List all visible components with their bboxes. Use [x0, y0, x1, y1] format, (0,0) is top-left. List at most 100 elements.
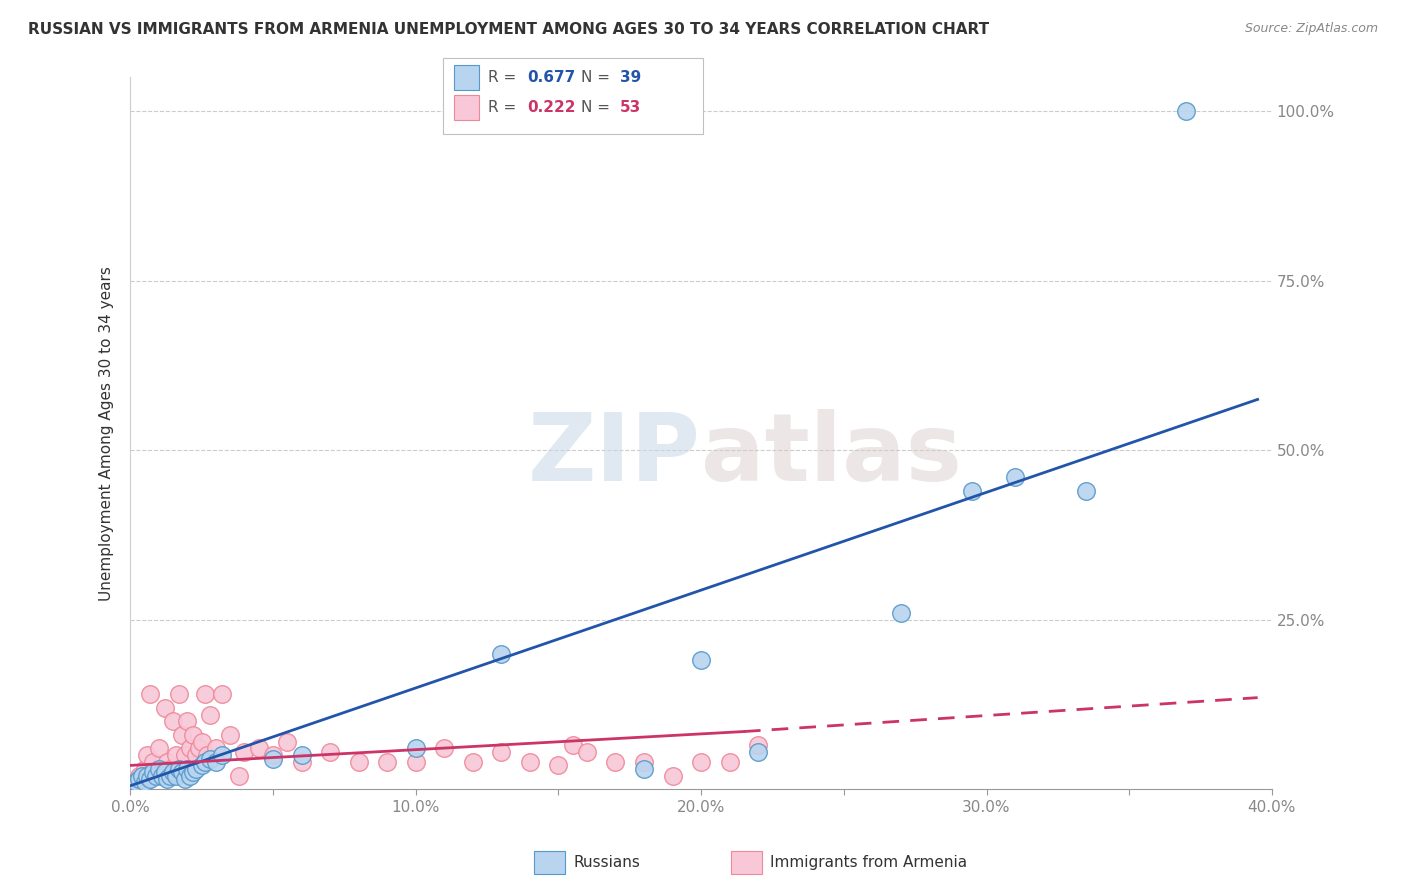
Point	[561, 738, 583, 752]
Point	[134, 775, 156, 789]
Point	[718, 755, 741, 769]
Point	[173, 772, 195, 786]
Point	[747, 745, 769, 759]
Y-axis label: Unemployment Among Ages 30 to 34 years: Unemployment Among Ages 30 to 34 years	[100, 266, 114, 600]
Point	[131, 768, 153, 782]
Text: R =: R =	[488, 100, 522, 114]
Point	[405, 741, 427, 756]
Point	[170, 728, 193, 742]
Point	[181, 765, 204, 780]
Point	[1175, 104, 1198, 119]
Point	[162, 765, 184, 780]
Point	[661, 768, 683, 782]
Point	[190, 758, 212, 772]
Point	[142, 755, 165, 769]
Point	[150, 762, 173, 776]
Text: 0.677: 0.677	[527, 70, 575, 85]
Point	[190, 734, 212, 748]
Point	[148, 741, 170, 756]
Point	[139, 772, 162, 786]
Point	[125, 775, 148, 789]
Point	[262, 751, 284, 765]
Text: Source: ZipAtlas.com: Source: ZipAtlas.com	[1244, 22, 1378, 36]
Point	[173, 748, 195, 763]
Point	[145, 768, 167, 782]
Point	[125, 775, 148, 789]
Point	[633, 762, 655, 776]
Text: RUSSIAN VS IMMIGRANTS FROM ARMENIA UNEMPLOYMENT AMONG AGES 30 TO 34 YEARS CORREL: RUSSIAN VS IMMIGRANTS FROM ARMENIA UNEMP…	[28, 22, 990, 37]
Point	[233, 745, 256, 759]
Point	[519, 755, 541, 769]
Point	[139, 687, 162, 701]
Point	[262, 748, 284, 763]
Point	[433, 741, 456, 756]
Point	[162, 714, 184, 729]
Text: atlas: atlas	[702, 409, 962, 500]
Point	[205, 755, 228, 769]
Point	[176, 762, 198, 776]
Text: Immigrants from Armenia: Immigrants from Armenia	[770, 855, 967, 870]
Point	[276, 734, 298, 748]
Point	[747, 738, 769, 752]
Point	[575, 745, 598, 759]
Point	[179, 741, 201, 756]
Point	[156, 755, 179, 769]
Point	[319, 745, 342, 759]
Text: N =: N =	[581, 100, 614, 114]
Point	[136, 748, 159, 763]
Point	[128, 772, 150, 786]
Point	[167, 687, 190, 701]
Text: R =: R =	[488, 70, 522, 85]
Point	[211, 748, 233, 763]
Point	[136, 768, 159, 782]
Point	[181, 728, 204, 742]
Point	[228, 768, 250, 782]
Point	[128, 768, 150, 782]
Point	[156, 772, 179, 786]
Point	[461, 755, 484, 769]
Text: 39: 39	[620, 70, 641, 85]
Point	[197, 748, 219, 763]
Point	[179, 768, 201, 782]
Point	[193, 687, 215, 701]
Point	[200, 707, 222, 722]
Point	[159, 762, 181, 776]
Point	[193, 755, 215, 769]
Point	[200, 751, 222, 765]
Point	[184, 762, 207, 776]
Text: 53: 53	[620, 100, 641, 114]
Point	[153, 701, 176, 715]
Point	[167, 762, 190, 776]
Point	[170, 765, 193, 780]
Point	[290, 755, 312, 769]
Text: 0.222: 0.222	[527, 100, 575, 114]
Point	[491, 745, 513, 759]
Point	[960, 483, 983, 498]
Point	[159, 768, 181, 782]
Point	[176, 714, 198, 729]
Point	[165, 748, 187, 763]
Point	[890, 606, 912, 620]
Point	[165, 768, 187, 782]
Point	[219, 728, 242, 742]
Point	[187, 741, 209, 756]
Point	[290, 748, 312, 763]
Point	[184, 748, 207, 763]
Point	[347, 755, 370, 769]
Point	[405, 755, 427, 769]
Point	[633, 755, 655, 769]
Text: Russians: Russians	[574, 855, 641, 870]
Point	[375, 755, 398, 769]
Text: ZIP: ZIP	[529, 409, 702, 500]
Point	[142, 765, 165, 780]
Point	[690, 755, 713, 769]
Point	[134, 762, 156, 776]
Point	[148, 762, 170, 776]
Point	[605, 755, 627, 769]
Text: N =: N =	[581, 70, 614, 85]
Point	[153, 765, 176, 780]
Point	[1004, 470, 1026, 484]
Point	[205, 741, 228, 756]
Point	[211, 687, 233, 701]
Point	[145, 768, 167, 782]
